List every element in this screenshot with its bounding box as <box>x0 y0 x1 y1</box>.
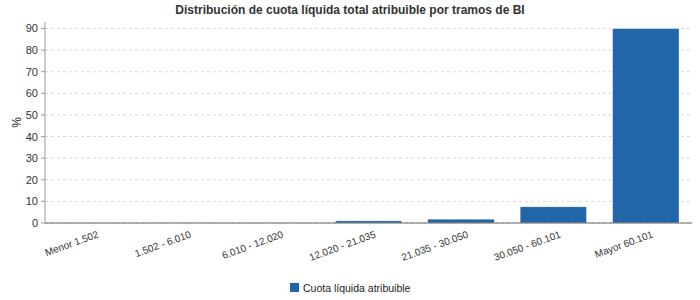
chart: Distribución de cuota líquida total atri… <box>0 0 700 300</box>
y-tick-label: 30 <box>26 152 38 164</box>
tick-mark <box>41 201 45 202</box>
grid-line <box>45 179 692 180</box>
grid-line <box>45 93 692 94</box>
tick-mark <box>41 114 45 115</box>
tick-mark <box>41 28 45 29</box>
tick-mark <box>41 136 45 137</box>
legend: Cuota líquida atribuible <box>290 282 411 294</box>
x-tick-label: 21.035 - 30.050 <box>400 228 470 262</box>
bar <box>428 219 495 223</box>
grid-line <box>45 158 692 159</box>
y-tick-label: 10 <box>26 195 38 207</box>
y-tick-label: 40 <box>26 131 38 143</box>
x-tick-label: 30.050 - 60.101 <box>492 228 562 262</box>
x-tick-label: 12.020 - 21.035 <box>308 228 378 262</box>
grid-line <box>45 114 692 115</box>
x-tick-label: Mayor 60.101 <box>593 228 655 259</box>
tick-mark <box>41 223 45 224</box>
legend-swatch <box>290 283 299 292</box>
bar <box>613 28 680 223</box>
x-tick-label: 6.010 - 12.020 <box>220 228 285 261</box>
x-axis <box>45 223 692 224</box>
y-tick-label: 90 <box>26 22 38 34</box>
tick-mark <box>41 93 45 94</box>
y-tick-label: 50 <box>26 109 38 121</box>
grid-line <box>45 223 692 224</box>
grid-line <box>45 50 692 51</box>
tick-mark <box>41 71 45 72</box>
tick-mark <box>41 50 45 51</box>
grid-line <box>45 71 692 72</box>
tick-mark <box>41 158 45 159</box>
bar <box>520 207 587 223</box>
bars <box>58 28 679 223</box>
title: Distribución de cuota líquida total atri… <box>175 3 524 17</box>
y-axis-label: % <box>10 117 24 128</box>
y-tick-label: 60 <box>26 87 38 99</box>
x-tick-label: 1.502 - 6.010 <box>133 228 193 259</box>
tick-mark <box>41 179 45 180</box>
grid-line <box>45 201 692 202</box>
y-tick-label: 0 <box>32 217 38 229</box>
y-tick-label: 70 <box>26 66 38 78</box>
grid-line <box>45 28 692 29</box>
x-tick-label: Menor 1.502 <box>43 228 100 258</box>
grid-line <box>45 136 692 137</box>
legend-label: Cuota líquida atribuible <box>303 282 411 294</box>
y-tick-label: 80 <box>26 44 38 56</box>
y-axis <box>45 22 46 223</box>
y-tick-label: 20 <box>26 174 38 186</box>
